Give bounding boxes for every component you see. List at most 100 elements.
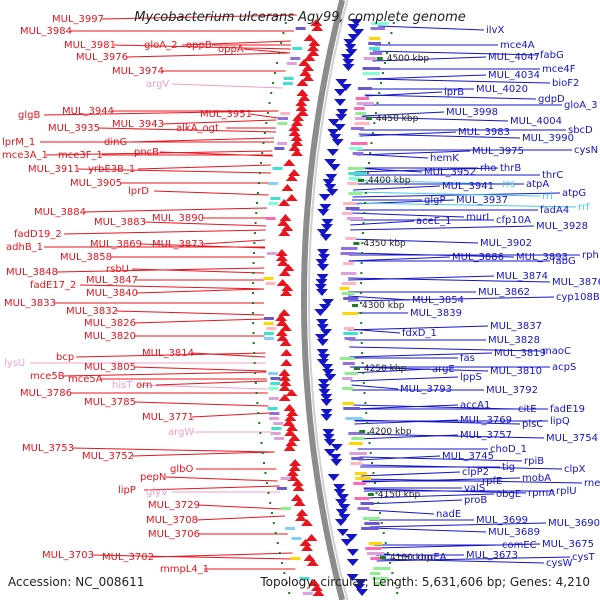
connector-line (191, 412, 271, 418)
track-dot (256, 402, 259, 404)
gene-label: MUL_3752 (82, 451, 134, 462)
reverse-feature-block (265, 282, 276, 285)
reverse-gene-arrow (283, 404, 296, 411)
gene-label: MUL_3858 (60, 252, 112, 263)
connector-line (197, 504, 283, 510)
connector-line (367, 509, 435, 515)
forward-feature-block (349, 147, 363, 150)
connector-line (350, 376, 459, 382)
track-dot (281, 562, 284, 564)
connector-line (75, 352, 266, 358)
reverse-feature-block (268, 397, 279, 400)
forward-feature-block (344, 337, 356, 340)
reverse-gene-arrow (310, 19, 323, 26)
forward-feature-block (343, 407, 360, 410)
gene-label: MUL_3874 (496, 271, 548, 282)
forward-gene-arrow (333, 489, 346, 496)
reverse-gene-arrow (282, 419, 295, 426)
reverse-gene-arrow (278, 384, 291, 391)
reverse-feature-block (266, 252, 277, 255)
forward-feature-block (364, 522, 380, 525)
reverse-gene-arrow (295, 104, 308, 111)
kbp-tick-mark (358, 179, 365, 182)
forward-gene-arrow (323, 449, 336, 456)
gene-label: oppA (218, 44, 244, 55)
kbp-tick-mark (367, 493, 374, 496)
connector-line (143, 485, 280, 491)
reverse-feature-block (263, 332, 274, 335)
reverse-gene-arrow (288, 464, 301, 471)
forward-feature-block (351, 437, 365, 440)
connector-line (137, 164, 271, 170)
track-dot (252, 292, 255, 294)
gene-label: yrbE3B_1 (88, 164, 135, 175)
forward-feature-block (348, 177, 361, 180)
forward-feature-block (363, 57, 376, 60)
forward-feature-block (347, 182, 359, 185)
reverse-gene-arrow (285, 174, 298, 181)
reverse-gene-arrow (289, 459, 302, 466)
gene-label: MUL_3729 (148, 500, 200, 511)
connector-line (362, 478, 583, 484)
reverse-gene-arrow (279, 214, 292, 221)
kbp-tick-label: 4450 kbp (376, 114, 419, 124)
forward-gene-arrow (321, 219, 334, 226)
connector-line (347, 296, 555, 302)
forward-feature-block (342, 402, 355, 405)
track-dot (252, 312, 255, 314)
track-dot (261, 452, 264, 454)
reverse-gene-arrow (275, 314, 288, 321)
reverse-feature-block (282, 82, 293, 85)
reverse-gene-arrow (278, 374, 291, 381)
forward-feature-block (355, 117, 371, 120)
forward-feature-block (361, 527, 379, 530)
reverse-feature-block (263, 322, 274, 325)
forward-feature-block (356, 102, 374, 105)
forward-feature-block (355, 97, 370, 100)
forward-gene-arrow (334, 89, 347, 96)
forward-gene-arrow (350, 19, 363, 26)
track-dot (257, 182, 260, 184)
gene-label: thrB (500, 163, 521, 174)
gene-label: comEC (502, 540, 537, 551)
gene-label: MUL_3854 (412, 295, 464, 306)
gene-label: MUL_3673 (466, 550, 518, 561)
track-dot (373, 482, 376, 484)
connector-line (131, 451, 275, 457)
forward-gene-arrow (315, 259, 328, 266)
forward-gene-arrow (344, 44, 357, 51)
track-dot (369, 452, 372, 454)
forward-gene-arrow (324, 374, 337, 381)
forward-gene-arrow (353, 584, 366, 591)
forward-feature-block (348, 172, 367, 175)
connector-line (368, 74, 487, 80)
reverse-gene-arrow (288, 129, 301, 136)
forward-gene-arrow (338, 514, 351, 521)
forward-gene-arrow (340, 539, 353, 546)
track-dot (371, 132, 374, 134)
forward-feature-block (357, 507, 370, 510)
gene-label: MUL_3819 (494, 348, 546, 359)
gene-label: bcp (56, 352, 74, 363)
forward-feature-block (346, 217, 364, 220)
forward-feature-block (360, 502, 374, 505)
connector-line (181, 40, 291, 46)
connector-line (195, 515, 285, 521)
accession-label: Accession: NC_008611 (8, 575, 145, 589)
reverse-gene-arrow (306, 559, 319, 566)
track-dot (396, 592, 399, 594)
gene-label: MUL_3951 (200, 109, 252, 120)
track-dot (270, 512, 273, 514)
gene-label: MUL_3862 (478, 287, 530, 298)
connector-line (171, 83, 284, 89)
forward-feature-block (340, 252, 356, 255)
gene-label: MUL_4020 (476, 84, 528, 95)
track-dot (360, 282, 363, 284)
connector-line (348, 252, 515, 258)
forward-gene-arrow (356, 589, 369, 596)
forward-feature-block (362, 67, 381, 70)
reverse-gene-arrow (291, 479, 304, 486)
track-dot (371, 462, 374, 464)
track-dot (368, 442, 371, 444)
track-dot (273, 72, 276, 74)
